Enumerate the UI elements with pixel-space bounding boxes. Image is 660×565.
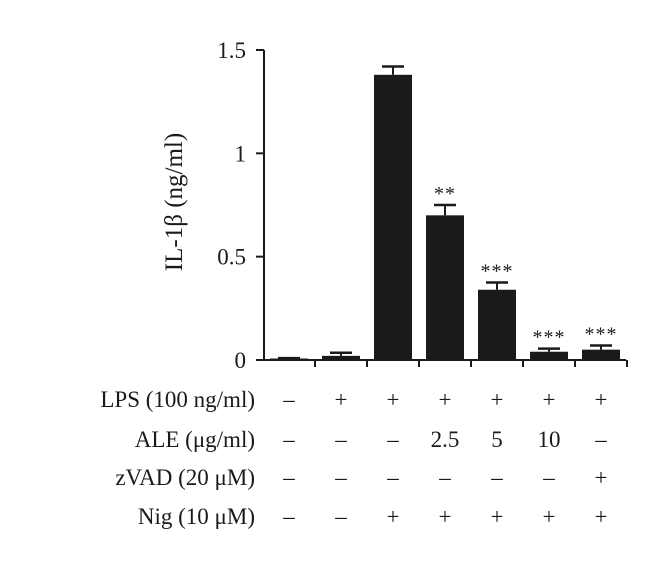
labels-group: LPS (100 ng/ml) – + + + + + + ALE (μg/ml) – – – 2.5 5… [100, 387, 607, 529]
condition-value: + [439, 504, 452, 529]
y-axis-label: IL-1β (ng/ml) [161, 133, 188, 271]
bar [530, 351, 568, 360]
significance-marker: *** [481, 261, 514, 283]
x-axis [264, 359, 628, 367]
condition-value: + [491, 504, 504, 529]
y-tick-label: 1.5 [217, 38, 246, 63]
condition-value: – [542, 465, 555, 490]
condition-value: – [334, 427, 347, 452]
condition-value: + [387, 387, 400, 412]
bar [582, 349, 620, 360]
condition-value: – [282, 465, 295, 490]
condition-value: – [282, 387, 295, 412]
significance-marker: *** [533, 327, 566, 349]
condition-label: Nig (10 μM) [138, 504, 255, 529]
bar [478, 289, 516, 360]
condition-value: + [595, 465, 608, 490]
condition-value: + [491, 387, 504, 412]
condition-value: 2.5 [431, 427, 460, 452]
condition-value: – [490, 465, 503, 490]
bar [374, 74, 412, 361]
condition-label: ALE (μg/ml) [135, 427, 255, 452]
bars-group: ******** *** [270, 65, 620, 361]
error-bar [330, 351, 352, 356]
y-tick-label: 1 [235, 141, 247, 166]
condition-value: + [439, 387, 452, 412]
condition-value: + [595, 504, 608, 529]
y-tick-label: 0 [235, 348, 247, 373]
condition-value: + [387, 504, 400, 529]
condition-value: + [595, 387, 608, 412]
significance-marker: *** [585, 324, 618, 346]
condition-value: – [594, 427, 607, 452]
condition-value: + [543, 387, 556, 412]
condition-label: LPS (100 ng/ml) [100, 387, 255, 412]
condition-value: 5 [491, 427, 503, 452]
condition-value: – [334, 465, 347, 490]
error-bar [590, 344, 612, 350]
condition-value: – [386, 427, 399, 452]
y-axis: 0 0.5 1 1.5 [217, 38, 265, 373]
error-bar [278, 356, 300, 360]
condition-value: + [543, 504, 556, 529]
condition-value: – [438, 465, 451, 490]
condition-value: – [334, 504, 347, 529]
condition-value: – [386, 465, 399, 490]
significance-marker: ** [434, 183, 456, 205]
condition-value: + [335, 387, 348, 412]
condition-value: – [282, 427, 295, 452]
y-tick-label: 0.5 [217, 245, 246, 270]
error-bar [382, 65, 404, 75]
bar [426, 215, 464, 360]
bar [322, 355, 360, 360]
error-bar [434, 203, 456, 216]
condition-value: – [282, 504, 295, 529]
error-bar [538, 347, 560, 352]
condition-label: zVAD (20 μM) [115, 465, 255, 490]
condition-value: 10 [538, 427, 561, 452]
error-bar [486, 281, 508, 290]
